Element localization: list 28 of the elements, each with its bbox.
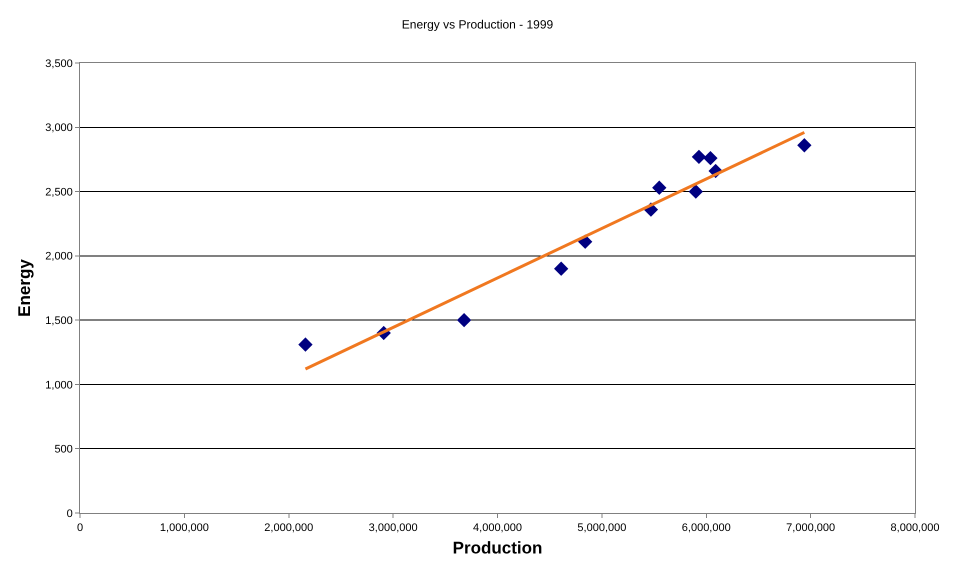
x-tick-label: 5,000,000 [577,522,626,534]
point [456,312,472,328]
x-tick-label: 0 [76,522,84,534]
y-tick-label: 3,500 [45,58,73,70]
point [797,138,812,152]
x-tick-label: 7,000,000 [786,522,836,534]
point [652,180,666,195]
y-tick-label: 1,000 [45,379,73,392]
point [703,150,718,166]
y-tick-label: 2,500 [45,186,73,198]
y-tick-label: 0 [66,508,73,520]
x-tick-label: 6,000,000 [682,522,731,534]
y-tick-label: 2,000 [45,250,73,263]
y-tick-label: 500 [54,444,73,456]
y-axis-title: Energy [14,258,34,317]
chart-title: Energy vs Production - 1999 [402,17,554,32]
y-tick-label: 1,500 [45,314,73,327]
point [554,262,568,276]
point [298,337,313,352]
x-tick-label: 1,000,000 [160,522,209,534]
x-tick-label: 4,000,000 [473,522,522,534]
y-tick-label: 3,000 [45,122,73,134]
x-axis-title: Production [452,538,542,558]
x-tick-label: 8,000,000 [890,522,940,534]
point [692,150,706,164]
point [688,184,703,199]
x-tick-label: 3,000,000 [368,522,418,534]
x-tick-label: 2,000,000 [264,522,314,534]
